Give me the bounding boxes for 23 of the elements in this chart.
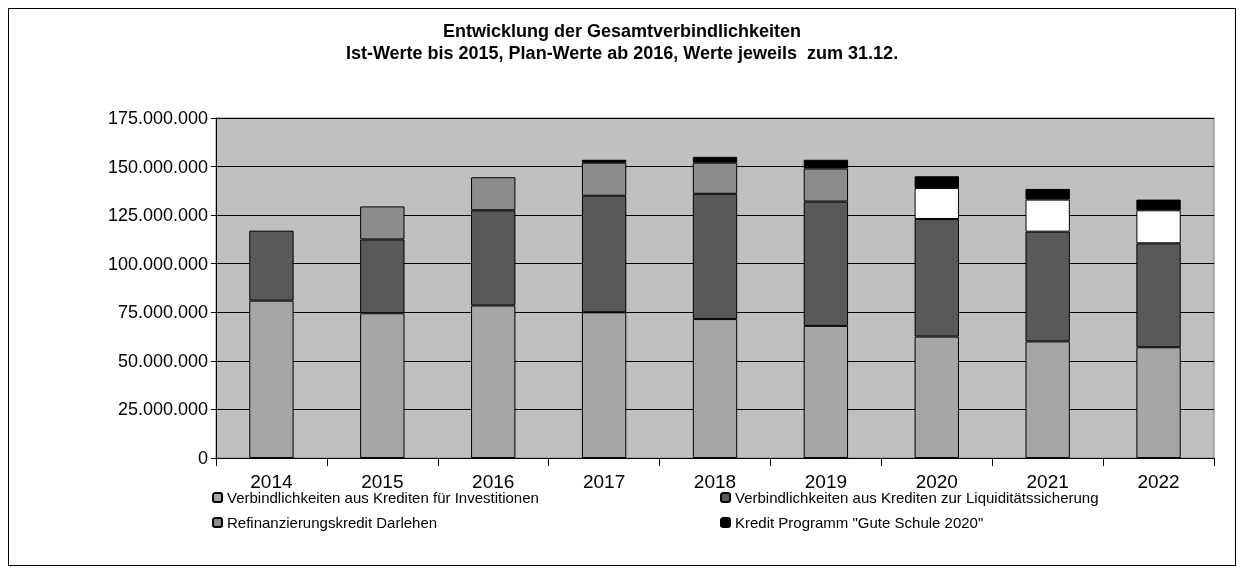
x-tick-label: 2015	[361, 471, 404, 492]
y-tick-label: 25.000.000	[117, 399, 208, 420]
x-tick-label: 2014	[250, 471, 293, 492]
chart-title: Entwicklung der Gesamtverbindlichkeiten	[442, 21, 802, 41]
y-tick-label: 50.000.000	[117, 350, 208, 371]
x-tick-label: 2021	[1026, 471, 1069, 492]
chart-subtitle: Ist-Werte bis 2015, Plan-Werte ab 2016, Werte jeweils zum 31.12.	[345, 43, 899, 63]
x-tick-label: 2016	[472, 471, 515, 492]
x-tick-label: 2017	[582, 471, 626, 492]
legend-label: Verbindlichkeiten aus Krediten zur Liquiditätssicherung	[735, 489, 1099, 506]
y-tick-label: 75.000.000	[117, 302, 208, 323]
x-tick-label: 2020	[915, 471, 958, 492]
legend-label: Verbindlichkeiten aus Krediten für Investitionen	[227, 489, 539, 506]
legend-label: Refinanzierungskredit Darlehen	[227, 514, 438, 531]
y-tick-label: 100.000.000	[107, 253, 208, 274]
legend-label: Kredit Programm "Gute Schule 2020"	[735, 514, 984, 531]
y-tick-label: 125.000.000	[107, 205, 208, 226]
x-tick-label: 2022	[1137, 471, 1180, 492]
x-tick-label: 2019	[804, 471, 848, 492]
x-tick-label: 2018	[693, 471, 737, 492]
y-tick-label: 150.000.000	[107, 156, 208, 177]
y-tick-label: 0	[197, 448, 208, 468]
y-tick-label: 175.000.000	[107, 108, 208, 128]
